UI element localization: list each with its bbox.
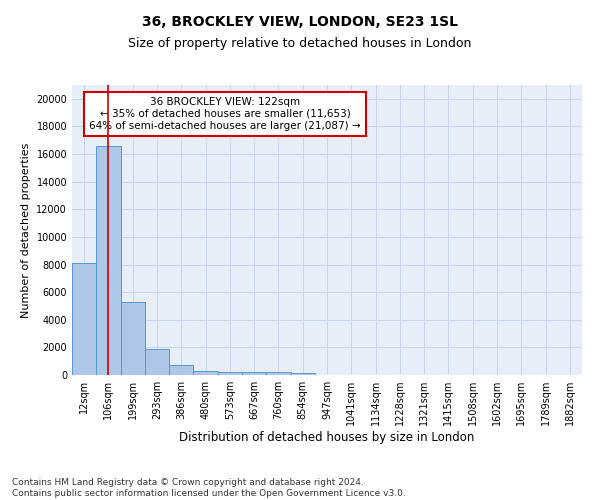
Bar	[96, 146, 121, 375]
Bar	[193, 370, 218, 375]
Bar	[218, 372, 242, 375]
Text: Contains HM Land Registry data © Crown copyright and database right 2024.
Contai: Contains HM Land Registry data © Crown c…	[12, 478, 406, 498]
Bar	[72, 263, 96, 375]
X-axis label: Distribution of detached houses by size in London: Distribution of detached houses by size …	[179, 431, 475, 444]
Y-axis label: Number of detached properties: Number of detached properties	[21, 142, 31, 318]
Text: Size of property relative to detached houses in London: Size of property relative to detached ho…	[128, 38, 472, 51]
Bar	[121, 302, 145, 375]
Bar	[290, 373, 315, 375]
Bar	[242, 372, 266, 375]
Bar	[145, 350, 169, 375]
Bar	[169, 366, 193, 375]
Text: 36, BROCKLEY VIEW, LONDON, SE23 1SL: 36, BROCKLEY VIEW, LONDON, SE23 1SL	[142, 15, 458, 29]
Bar	[266, 372, 290, 375]
Text: 36 BROCKLEY VIEW: 122sqm
← 35% of detached houses are smaller (11,653)
64% of se: 36 BROCKLEY VIEW: 122sqm ← 35% of detach…	[89, 98, 361, 130]
